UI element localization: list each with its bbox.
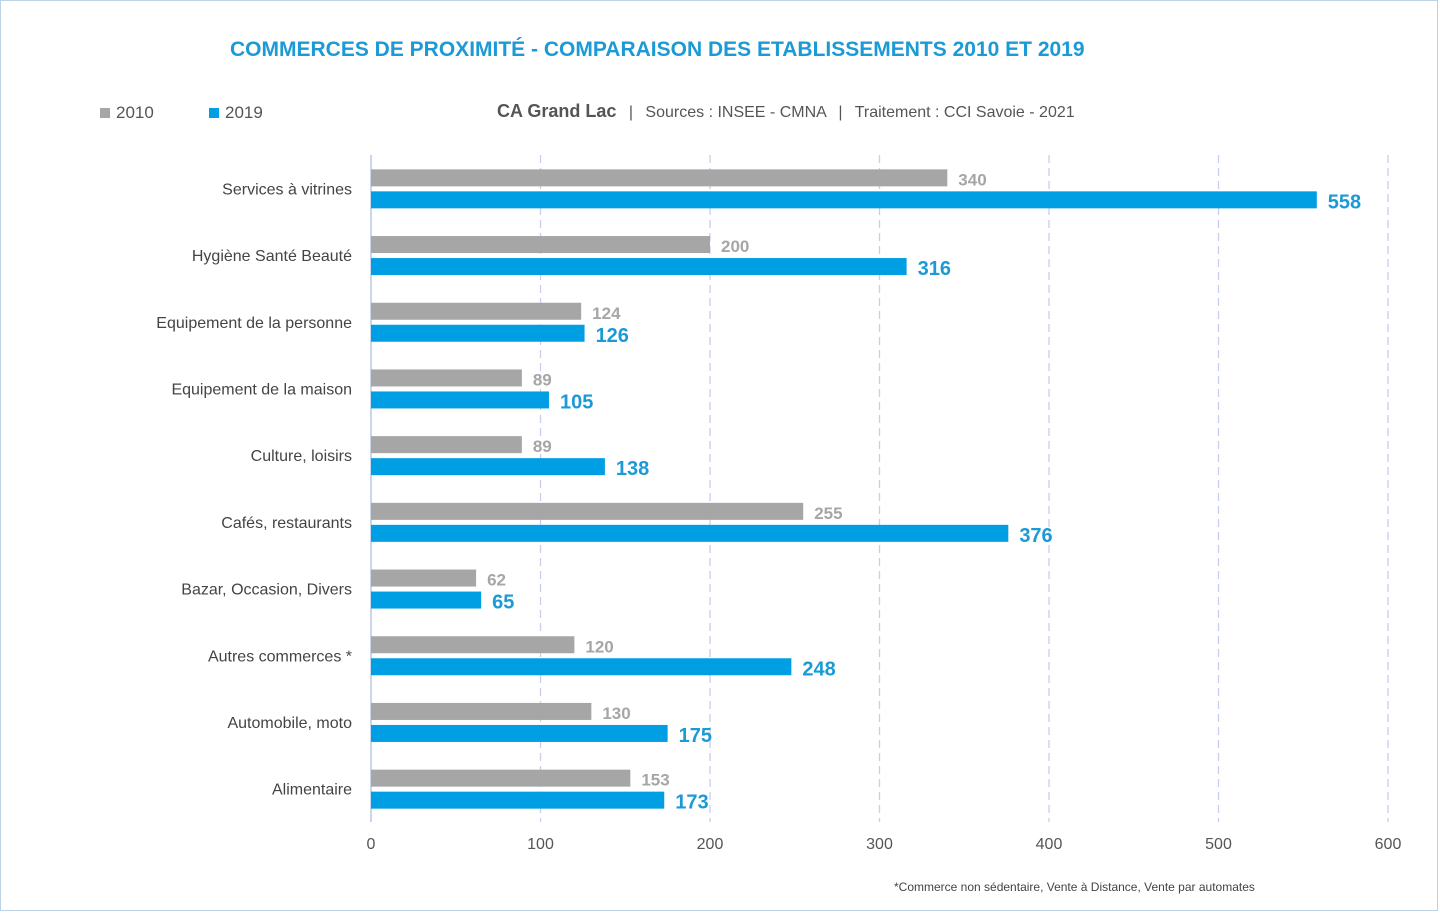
category-label: Automobile, moto xyxy=(227,715,352,732)
data-label-2019: 173 xyxy=(675,792,708,814)
bar-2010 xyxy=(371,302,582,320)
bar-2019 xyxy=(371,258,907,276)
data-label-2019: 126 xyxy=(596,325,629,347)
chart-subtitle: CA Grand Lac | Sources : INSEE - CMNA | … xyxy=(497,101,1075,122)
x-tick-label: 100 xyxy=(527,836,554,853)
subtitle-region: CA Grand Lac xyxy=(497,101,617,121)
bar-2010 xyxy=(371,569,477,587)
data-label-2010: 89 xyxy=(533,437,552,456)
bar-2010 xyxy=(371,636,575,654)
data-label-2010: 153 xyxy=(641,771,669,790)
category-label: Services à vitrines xyxy=(222,181,352,198)
bar-2010 xyxy=(371,169,948,187)
category-label: Equipement de la maison xyxy=(171,381,352,398)
category-label: Bazar, Occasion, Divers xyxy=(181,582,352,599)
data-label-2010: 255 xyxy=(814,504,842,523)
bar-2019 xyxy=(371,724,668,742)
legend-item-2010: 2010 xyxy=(100,103,154,123)
category-label: Autres commerces * xyxy=(208,648,352,665)
chart-title: COMMERCES DE PROXIMITÉ - COMPARAISON DES… xyxy=(230,38,1085,61)
x-tick-label: 400 xyxy=(1036,836,1063,853)
bar-2010 xyxy=(371,702,592,720)
legend-item-2019: 2019 xyxy=(209,103,263,123)
subtitle-treatment: Traitement : CCI Savoie - 2021 xyxy=(854,104,1075,121)
bar-2019 xyxy=(371,524,1009,542)
subtitle-separator: | xyxy=(628,104,633,121)
bar-2019 xyxy=(371,591,482,609)
data-label-2019: 175 xyxy=(679,725,712,747)
data-label-2019: 138 xyxy=(616,458,649,480)
bar-2010 xyxy=(371,369,522,387)
bar-2019 xyxy=(371,391,549,409)
data-label-2010: 340 xyxy=(958,170,986,189)
category-label: Alimentaire xyxy=(272,782,352,799)
x-tick-label: 300 xyxy=(866,836,893,853)
data-label-2019: 65 xyxy=(492,592,514,614)
bar-2019 xyxy=(371,191,1317,209)
bar-2010 xyxy=(371,502,804,520)
category-label: Cafés, restaurants xyxy=(221,515,352,532)
bar-2019 xyxy=(371,324,585,342)
data-label-2019: 558 xyxy=(1328,191,1361,213)
bar-2010 xyxy=(371,236,710,254)
category-label: Hygiène Santé Beauté xyxy=(192,248,352,265)
x-tick-label: 600 xyxy=(1375,836,1402,853)
bar-2010 xyxy=(371,769,631,787)
subtitle-separator: | xyxy=(838,104,843,121)
data-label-2019: 376 xyxy=(1019,525,1052,547)
x-tick-label: 200 xyxy=(697,836,724,853)
data-label-2010: 124 xyxy=(592,304,621,323)
legend-swatch-2019 xyxy=(209,108,219,118)
data-label-2010: 130 xyxy=(602,704,630,723)
legend-label-2019: 2019 xyxy=(225,103,263,122)
data-label-2010: 89 xyxy=(533,370,552,389)
data-label-2010: 200 xyxy=(721,237,749,256)
data-label-2010: 62 xyxy=(487,571,506,590)
category-label: Culture, loisirs xyxy=(251,448,352,465)
legend-swatch-2010 xyxy=(100,108,110,118)
data-label-2010: 120 xyxy=(585,637,613,656)
data-label-2019: 316 xyxy=(918,258,951,280)
x-tick-label: 500 xyxy=(1205,836,1232,853)
data-label-2019: 248 xyxy=(802,658,835,680)
bar-2019 xyxy=(371,791,665,809)
x-tick-label: 0 xyxy=(367,836,376,853)
data-label-2019: 105 xyxy=(560,391,593,413)
category-label: Equipement de la personne xyxy=(156,315,352,332)
bar-2010 xyxy=(371,436,522,454)
legend-label-2010: 2010 xyxy=(116,103,154,122)
subtitle-sources: Sources : INSEE - CMNA xyxy=(645,104,826,121)
bar-2019 xyxy=(371,658,792,676)
bar-2019 xyxy=(371,458,605,476)
footnote: *Commerce non sédentaire, Vente à Distan… xyxy=(894,880,1255,894)
